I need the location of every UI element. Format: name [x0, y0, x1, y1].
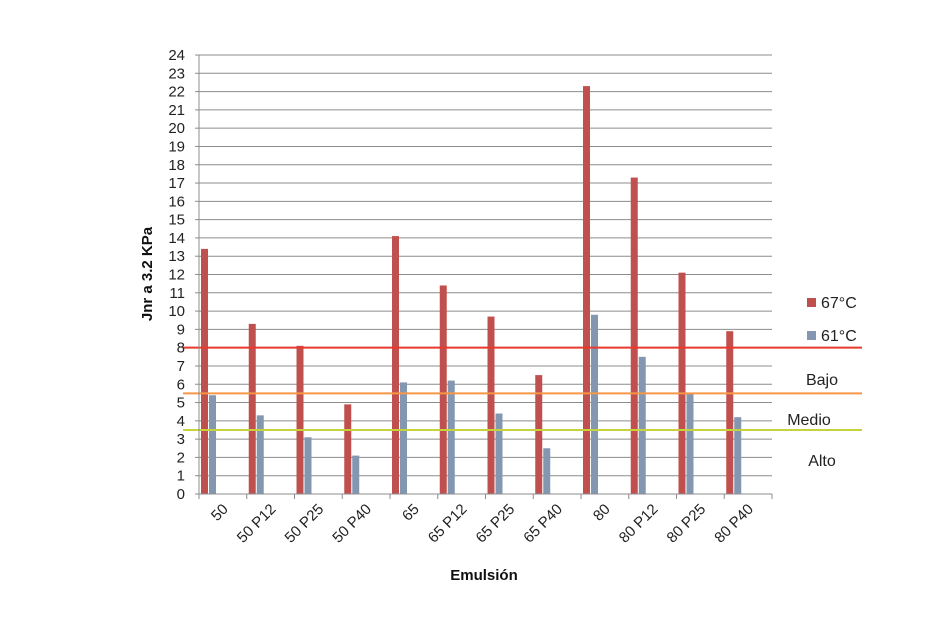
y-tick-label: 13 [168, 248, 185, 265]
bar-61°C-65 P25 [495, 413, 503, 494]
bar-61°C-80 P40 [734, 417, 742, 494]
x-axis-title: Emulsión [450, 567, 518, 584]
x-tick-label: 50 [208, 501, 232, 525]
y-tick-label: 20 [168, 120, 185, 137]
zone-labels: Bajo Medio Alto [787, 372, 838, 470]
bar-67°C-50 [201, 248, 208, 494]
y-tick-label: 11 [169, 285, 185, 302]
reference-lines [183, 346, 862, 431]
x-tick-label: 65 P25 [473, 501, 519, 547]
gridlines [195, 54, 772, 495]
bar-67°C-50 P25 [296, 345, 304, 494]
y-tick-label: 24 [168, 47, 185, 64]
y-tick-label: 0 [177, 486, 185, 503]
y-tick-label: 2 [177, 449, 185, 466]
y-tick-label: 16 [168, 193, 185, 210]
bar-67°C-50 P12 [248, 323, 256, 494]
x-tick-labels: 50 50 P12 50 P25 50 P40 65 65 P12 65 P25 65 P40… [208, 501, 757, 547]
bar-61°C-50 [209, 395, 216, 494]
bar-61°C-80 P12 [638, 356, 646, 494]
bar-61°C-50 P25 [304, 437, 312, 494]
axes [198, 55, 773, 499]
y-tick-label: 14 [168, 230, 185, 247]
y-tick-label: 22 [168, 84, 185, 101]
bar-67°C-80 P25 [678, 272, 686, 494]
legend-swatch [807, 331, 816, 340]
y-tick-label: 19 [168, 138, 185, 155]
bars [201, 86, 742, 495]
y-tick-label: 18 [168, 157, 185, 174]
y-tick-label: 10 [168, 303, 185, 320]
y-tick-label: 8 [177, 340, 185, 357]
y-tick-label: 5 [177, 395, 185, 412]
x-tick-label: 80 P12 [616, 501, 662, 547]
y-tick-label: 3 [177, 431, 185, 448]
bar-61°C-65 P12 [447, 380, 455, 494]
x-tick-label: 50 P25 [282, 501, 328, 547]
bar-67°C-80 P12 [630, 177, 638, 494]
y-tick-label: 7 [177, 358, 185, 375]
x-tick-label: 80 [590, 501, 614, 525]
bar-61°C-65 P40 [543, 448, 551, 494]
y-tick-label: 21 [168, 102, 185, 119]
x-tick-label: 65 P40 [520, 501, 566, 547]
legend: 67°C 61°C [807, 295, 857, 345]
y-tick-label: 15 [168, 212, 185, 229]
bar-67°C-65 P40 [535, 375, 543, 494]
zone-label: Bajo [806, 372, 838, 389]
bar-67°C-65 [392, 236, 399, 494]
y-tick-label: 12 [168, 267, 185, 284]
x-tick-label: 50 P40 [329, 501, 375, 547]
zone-label: Alto [808, 453, 836, 470]
x-tick-label: 80 P40 [711, 501, 757, 547]
legend-label: 61°C [821, 328, 857, 345]
x-tick-label: 65 P12 [425, 501, 471, 547]
y-axis-title: Jnr a 3.2 KPa [139, 226, 156, 321]
bar-67°C-65 P25 [487, 316, 495, 494]
bar-67°C-80 P40 [726, 331, 734, 494]
bar-67°C-50 P40 [344, 404, 352, 494]
legend-label: 67°C [821, 295, 857, 312]
bar-61°C-50 P40 [352, 455, 360, 494]
y-tick-label: 4 [177, 413, 185, 430]
bar-61°C-50 P12 [256, 415, 264, 494]
y-tick-label: 1 [177, 468, 185, 485]
y-tick-label: 6 [177, 376, 185, 393]
y-tick-label: 9 [177, 321, 185, 338]
bar-61°C-65 [400, 382, 407, 494]
bar-67°C-65 P12 [439, 285, 447, 494]
x-tick-label: 50 P12 [234, 501, 280, 547]
x-tick-label: 80 P25 [664, 501, 710, 547]
legend-swatch [807, 298, 816, 307]
zone-label: Medio [787, 412, 831, 429]
bar-67°C-80 [583, 86, 590, 495]
y-tick-label: 17 [168, 175, 185, 192]
bar-61°C-80 [591, 314, 598, 494]
y-tick-label: 23 [168, 65, 185, 82]
x-tick-label: 65 [399, 501, 423, 525]
bar-61°C-80 P25 [686, 393, 694, 494]
